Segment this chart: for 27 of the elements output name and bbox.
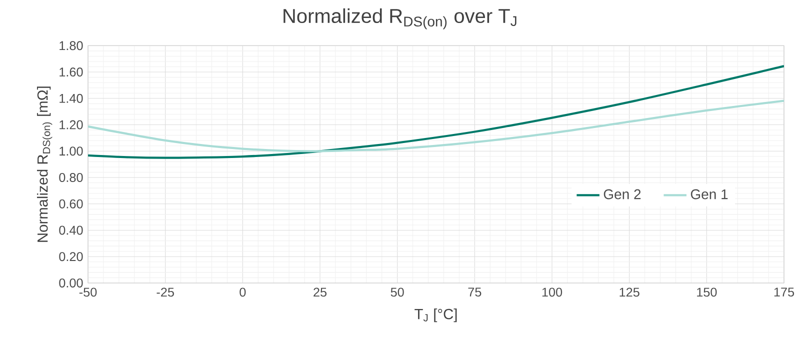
- y-tick-label: 1.20: [60, 120, 83, 130]
- y-tick-label: 0.40: [59, 226, 83, 235]
- y-axis-title: Normalized R$_{DS(on)}$ [mΩ]: [37, 86, 52, 242]
- y-tick-label: 1.00: [60, 146, 83, 156]
- line-series: [88, 100, 784, 152]
- x-tick-label: -50: [79, 288, 97, 297]
- y-tick-label: 1.60: [60, 68, 83, 77]
- y-tick-label: 0.00: [59, 278, 83, 288]
- x-tick-label: 150: [697, 288, 717, 297]
- y-tick-label: 1.80: [60, 41, 83, 50]
- x-tick-label: 0: [240, 288, 246, 297]
- x-tick-label: -25: [156, 288, 174, 297]
- y-tick-label: 0.20: [59, 252, 83, 262]
- x-tick-label: 175: [774, 288, 794, 297]
- x-tick-label: 50: [390, 288, 404, 297]
- line-series: [88, 65, 784, 159]
- x-tick-label: 75: [468, 288, 482, 297]
- x-axis-title: T$_{J}$ [°C]: [414, 308, 457, 322]
- legend-label: Gen 1: [690, 189, 728, 200]
- y-tick-label: 1.40: [60, 94, 83, 103]
- x-tick-label: 25: [314, 288, 327, 297]
- x-tick-label: 125: [620, 288, 640, 297]
- chart-title: Normalized R$_{DS(on)}$ over T$_{J}$: [284, 8, 516, 30]
- y-tick-label: 0.80: [59, 173, 83, 182]
- x-tick-label: 100: [542, 288, 562, 297]
- legend-label: Gen 2: [604, 189, 641, 200]
- y-tick-label: 0.60: [59, 199, 83, 208]
